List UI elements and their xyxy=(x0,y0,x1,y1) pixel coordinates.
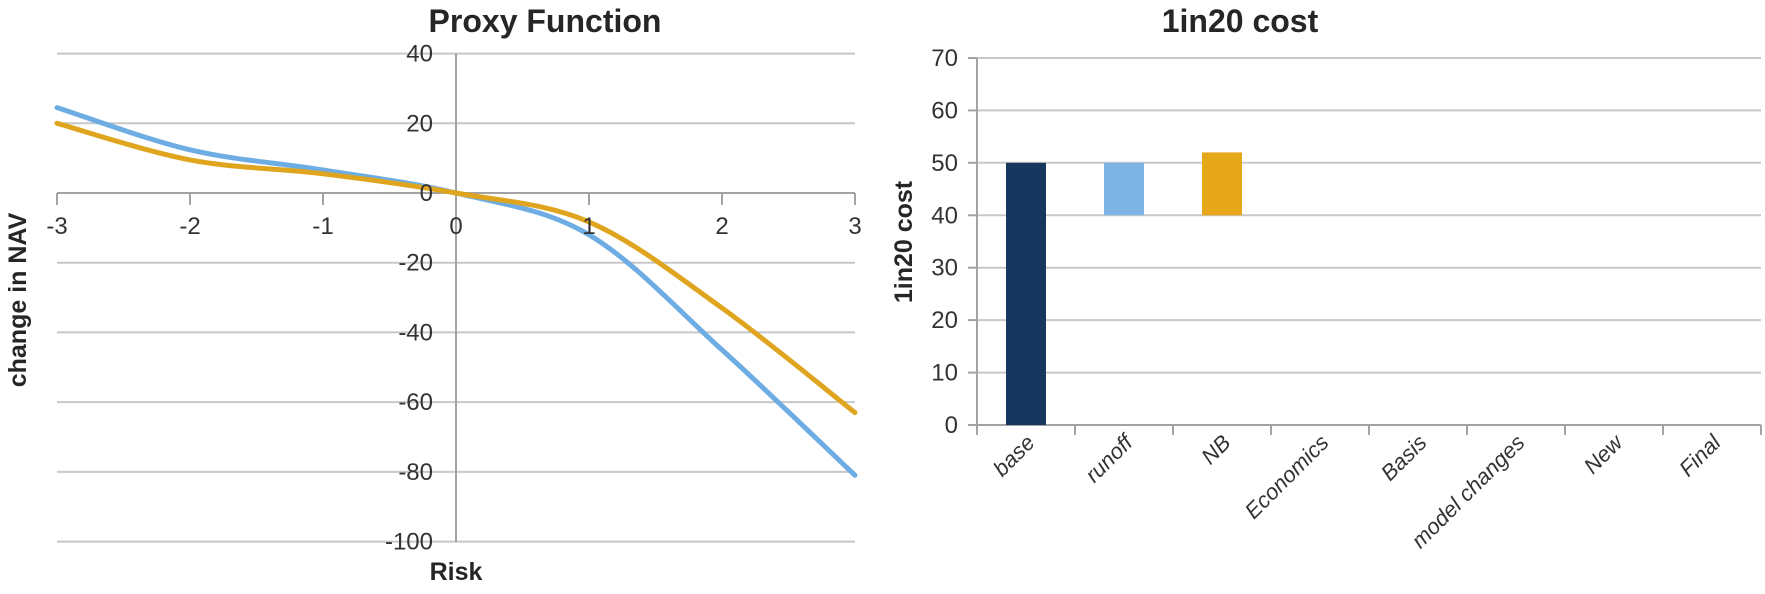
cost-tick-labels: 0 10 20 30 40 50 60 70 base runoff NB Economics Basi… xyxy=(931,45,1726,553)
y-tick-label-0: 0 xyxy=(420,180,433,207)
category-label-runoff: runoff xyxy=(1080,428,1139,487)
x-tick-label--2: -2 xyxy=(179,213,200,240)
proxy-tick-labels: 40 20 0 -20 -40 -60 -80 -100 -3 -2 -1 0 1 2 3 xyxy=(46,41,861,556)
x-tick-label-3: 3 xyxy=(848,213,861,240)
y-tick-label--80: -80 xyxy=(398,459,433,486)
x-tick-label-1: 1 xyxy=(582,213,595,240)
category-label-base: base xyxy=(988,430,1039,481)
category-label-Economics: Economics xyxy=(1240,430,1334,524)
y-tick-label-60: 60 xyxy=(931,97,958,124)
cost-chart-title: 1in20 cost xyxy=(1162,3,1319,39)
y-tick-label-30: 30 xyxy=(931,255,958,282)
category-label-New: New xyxy=(1579,428,1629,478)
y-tick-label-50: 50 xyxy=(931,150,958,177)
y-tick-label-20: 20 xyxy=(931,307,958,334)
bar-NB xyxy=(1202,152,1242,216)
proxy-y-axis-title: change in NAV xyxy=(4,212,32,387)
y-tick-label-10: 10 xyxy=(931,360,958,387)
category-label-NB: NB xyxy=(1196,430,1235,469)
x-tick-label-0: 0 xyxy=(449,213,462,240)
proxy-function-chart: 40 20 0 -20 -40 -60 -80 -100 -3 -2 -1 0 1 2 3 Proxy Fu… xyxy=(4,3,862,586)
bar-base xyxy=(1006,162,1046,426)
y-tick-label-20: 20 xyxy=(406,110,433,137)
cost-axes xyxy=(968,57,1762,435)
x-tick-label-2: 2 xyxy=(715,213,728,240)
y-tick-label-40: 40 xyxy=(931,202,958,229)
proxy-chart-title: Proxy Function xyxy=(429,3,662,39)
y-tick-label--60: -60 xyxy=(398,389,433,416)
x-tick-label--3: -3 xyxy=(46,213,67,240)
category-label-Basis: Basis xyxy=(1376,430,1432,486)
y-tick-label-70: 70 xyxy=(931,45,958,72)
proxy-x-axis-title: Risk xyxy=(430,558,483,586)
y-tick-label--20: -20 xyxy=(398,250,433,277)
y-tick-label-40: 40 xyxy=(406,41,433,68)
cost-bar-chart: 0 10 20 30 40 50 60 70 base runoff NB Economics Basi… xyxy=(890,3,1762,553)
cost-bars xyxy=(1006,152,1242,426)
y-tick-label--40: -40 xyxy=(398,319,433,346)
cost-y-axis-title: 1in20 cost xyxy=(890,180,918,303)
proxy-axes xyxy=(56,53,856,542)
bar-runoff xyxy=(1104,162,1144,216)
cost-gridlines xyxy=(977,57,1761,426)
proxy-line-series xyxy=(54,105,858,478)
y-tick-label--100: -100 xyxy=(385,529,433,556)
category-label-Final: Final xyxy=(1674,429,1726,481)
y-tick-label-0: 0 xyxy=(945,412,958,439)
line-proxy-gold xyxy=(54,120,858,416)
x-tick-label--1: -1 xyxy=(312,213,333,240)
